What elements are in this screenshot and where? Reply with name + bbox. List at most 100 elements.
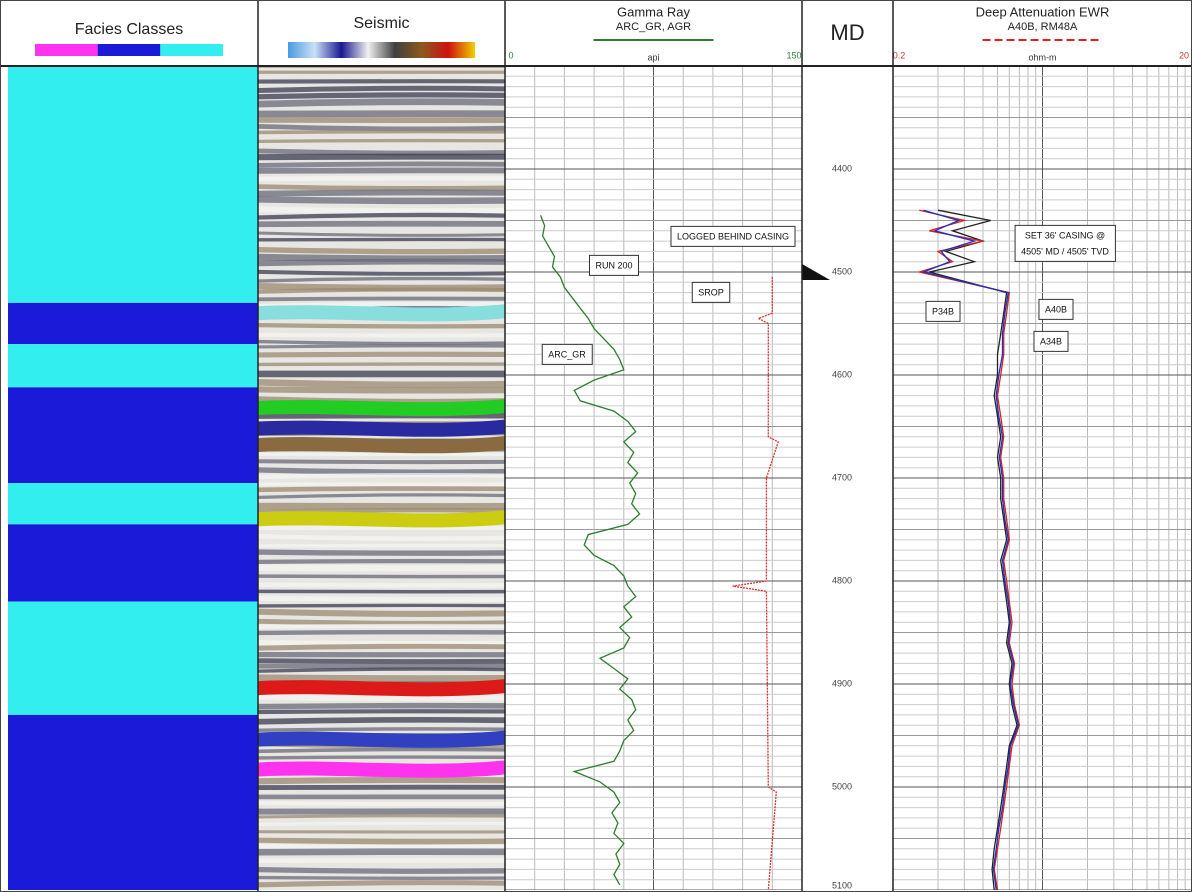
seismic-texture [258, 816, 505, 817]
seismic-texture [258, 729, 505, 730]
track-title: MD [830, 20, 864, 45]
seismic-texture [258, 697, 505, 698]
seismic-texture [258, 95, 505, 97]
seismic-texture [258, 325, 505, 326]
seismic-texture [258, 262, 505, 264]
seismic-texture [258, 841, 505, 842]
seismic-texture [258, 757, 505, 758]
seismic-texture [258, 289, 505, 291]
seismic-texture [258, 780, 505, 781]
x-tick-label: 20 [1179, 50, 1189, 60]
seismic-texture [258, 568, 505, 569]
seismic-texture [258, 632, 505, 633]
seismic-texture [258, 342, 505, 344]
facies-legend-swatch [160, 44, 223, 56]
seismic-texture [258, 335, 505, 336]
seismic-texture [258, 621, 505, 623]
seismic-texture [258, 299, 505, 300]
x-tick-label: 0.2 [893, 50, 906, 60]
seismic-texture [258, 646, 505, 648]
well-log: Facies Classes Seismic 0 150 Gamma Ray ARC_GR… [0, 0, 1192, 892]
facies-legend-swatch [98, 44, 161, 56]
annotation: 4505' MD / 4505' TVD [1021, 246, 1109, 256]
y-tick-label: 5100 [832, 880, 852, 890]
seismic-texture [258, 199, 505, 200]
seismic-texture [258, 711, 505, 712]
seismic-texture [258, 187, 505, 189]
track-2 [505, 66, 802, 890]
seismic-texture [258, 823, 505, 824]
seismic-texture [258, 126, 505, 129]
horizon [258, 738, 505, 741]
seismic-texture [258, 585, 505, 586]
annotation: SET 36' CASING @ [1025, 230, 1105, 240]
curve-label: A40B [1045, 304, 1067, 314]
seismic-texture [258, 461, 505, 462]
unit-label: ohm-m [1028, 52, 1056, 62]
seismic-texture [258, 883, 505, 885]
seismic-texture [258, 626, 505, 627]
seismic-texture [258, 151, 505, 153]
seismic-colorbar [288, 42, 475, 58]
facies-interval [8, 715, 258, 890]
seismic-texture [258, 489, 505, 490]
seismic-texture [258, 178, 505, 179]
seismic-texture [258, 878, 505, 879]
curve-label: ARC_GR [548, 349, 586, 359]
seismic-texture [258, 215, 505, 218]
facies-interval [8, 602, 258, 715]
seismic-texture [258, 250, 505, 252]
track-title: Gamma Ray [617, 4, 690, 19]
seismic-texture [258, 846, 505, 848]
seismic-texture [258, 720, 505, 722]
track-title: Seismic [353, 15, 409, 32]
seismic-texture [258, 346, 505, 347]
seismic-texture [258, 706, 505, 707]
y-tick-label: 4500 [832, 266, 852, 276]
seismic-texture [258, 88, 505, 90]
horizon [258, 443, 505, 446]
facies-interval [8, 344, 258, 387]
curve [733, 277, 779, 890]
seismic-texture [258, 102, 505, 104]
track-title: Facies Classes [75, 21, 183, 38]
seismic-texture [258, 272, 505, 274]
x-tick-label: 150 [786, 50, 801, 60]
seismic-texture [258, 164, 505, 165]
seismic-texture [258, 612, 505, 614]
annotation: LOGGED BEHIND CASING [677, 231, 789, 241]
seismic-texture [258, 536, 505, 538]
track-1 [258, 66, 505, 890]
seismic-texture [258, 749, 505, 751]
curve-label: P34B [932, 306, 954, 316]
seismic-texture [258, 141, 505, 142]
seismic-texture [258, 354, 505, 355]
seismic-texture [258, 470, 505, 472]
y-tick-label: 4400 [832, 163, 852, 173]
horizon [258, 686, 505, 689]
seismic-texture [258, 598, 505, 599]
seismic-texture [258, 605, 505, 606]
horizon [258, 406, 505, 409]
facies-legend-swatch [35, 44, 98, 56]
seismic-texture [258, 157, 505, 158]
seismic-texture [258, 132, 505, 133]
seismic-texture [258, 870, 505, 872]
curve-label: SROP [698, 287, 724, 297]
track-title: A40B, RM48A [1008, 21, 1078, 33]
facies-interval [8, 387, 258, 483]
x-tick-label: 0 [508, 50, 513, 60]
seismic-texture [258, 389, 505, 390]
seismic-texture [258, 192, 505, 193]
seismic-texture [258, 661, 505, 662]
unit-label: api [647, 52, 659, 62]
track-0 [8, 66, 258, 890]
curve-label: A34B [1040, 336, 1062, 346]
seismic-texture [258, 224, 505, 225]
horizon [258, 311, 505, 314]
facies-interval [8, 303, 258, 344]
horizon [258, 517, 505, 520]
seismic-texture [258, 475, 505, 477]
track-4 [893, 66, 1192, 890]
seismic-texture [258, 257, 505, 259]
